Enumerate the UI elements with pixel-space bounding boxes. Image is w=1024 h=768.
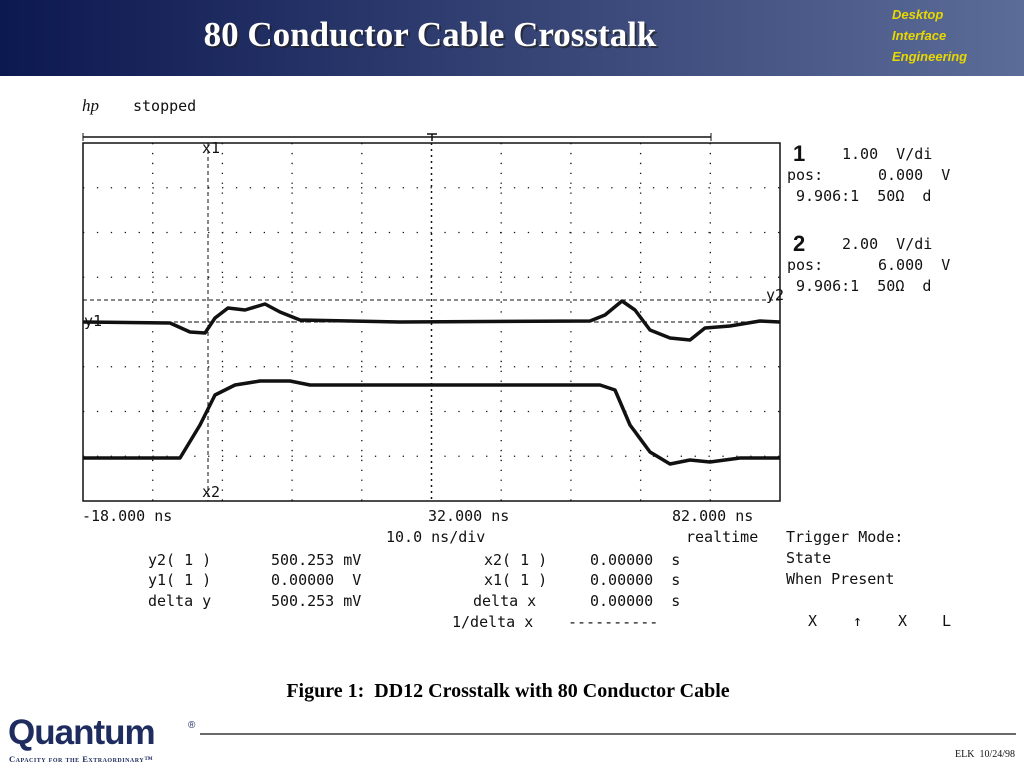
channel-scale: 1.00 V/di [842,145,932,163]
marker-label: x1 [202,139,220,157]
symbol: X [808,612,817,630]
trigger: Trigger Mode: State When Present [786,528,903,588]
trigger-marker [427,133,437,141]
readout-cell: delta y [148,592,211,610]
trigger-line: Trigger Mode: [786,528,903,546]
trace-1 [82,299,781,342]
readout-cell: 1/delta x [452,613,533,631]
readout-cell: y2( 1 ) [148,551,211,569]
readout-cell: 0.00000 s [590,571,680,589]
registered: ® [188,720,196,731]
tag-line: Engineering [892,49,967,64]
readout-cell: 500.253 mV [271,551,361,569]
marker-label: x2 [202,483,220,501]
time-right: 82.000 ns [672,507,753,525]
title-shadow: 80 Conductor Cable Crosstalk [206,17,659,56]
trigger-line: State [786,549,831,567]
marker-label: y2 [766,286,784,304]
readout-cell: delta x [473,592,536,610]
channel-info: 1 1.00 V/di pos: 0.000 V 9.906:1 50Ω d 2… [787,141,950,295]
tag: Desktop Interface Engineering [892,7,967,64]
readout-cell: y1( 1 ) [148,571,211,589]
caption: Figure 1: DD12 Crosstalk with 80 Conduct… [286,680,729,702]
readout-cell: x2( 1 ) [484,551,547,569]
tagline: Capacity for the Extraordinary™ [9,754,153,764]
channel-probe: 9.906:1 50Ω d [796,277,931,295]
acq-mode: realtime [686,528,758,546]
readout-cell: x1( 1 ) [484,571,547,589]
symbol: ↑ [853,612,862,630]
readout-cell: 0.00000 s [590,551,680,569]
marker-label: y1 [84,312,102,330]
symbol: X [898,612,907,630]
title: 80 Conductor Cable Crosstalk [204,15,657,54]
logo: Quantum [8,713,155,752]
brand: hp [82,96,99,115]
readout-cell: 0.00000 V [271,571,361,589]
marker-labels: x1 x2 y1 y2 [84,139,784,501]
tag-line: Desktop [892,7,943,22]
time-center: 32.000 ns [428,507,509,525]
channel-number: 1 [793,141,805,166]
channel-scale: 2.00 V/di [842,235,932,253]
channel-pos: 0.000 V [878,166,950,184]
readout: y2( 1 ) 500.253 mV x2( 1 ) 0.00000 s y1(… [148,551,680,631]
trigger-symbols: X ↑ X L [808,612,951,630]
trace-2 [83,379,780,466]
time-scale: 10.0 ns/div [386,528,485,546]
readout-cell: ---------- [568,613,658,631]
symbol: L [942,612,951,630]
readout-cell: 500.253 mV [271,592,361,610]
channel-pos: 6.000 V [878,256,950,274]
status: stopped [133,97,196,115]
trigger-line: When Present [786,570,894,588]
date: ELK 10/24/98 [955,749,1015,760]
channel-pos-label: pos: [787,256,823,274]
channel-probe: 9.906:1 50Ω d [796,187,931,205]
time-left: -18.000 ns [82,507,172,525]
tag-line: Interface [892,28,946,43]
header-bar [0,0,1024,76]
time-axis: -18.000 ns 32.000 ns 82.000 ns 10.0 ns/d… [82,507,758,546]
channel-pos-label: pos: [787,166,823,184]
readout-cell: 0.00000 s [590,592,680,610]
channel-number: 2 [793,231,805,256]
